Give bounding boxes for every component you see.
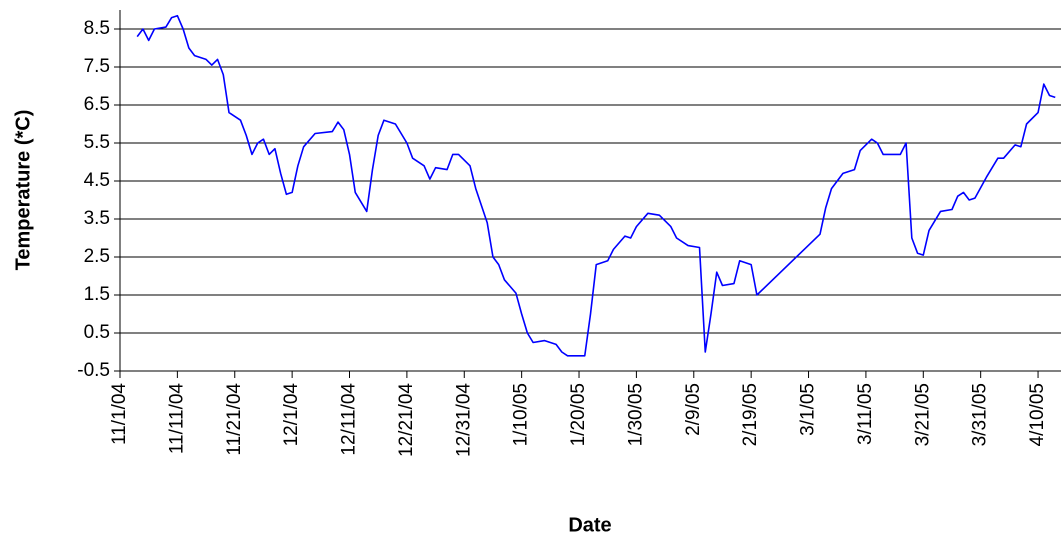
y-axis-title: Temperature (*C) [12, 110, 34, 271]
x-tick-label: 3/1/05 [798, 383, 819, 436]
x-tick-label: 3/31/05 [970, 383, 991, 446]
x-tick-label: 11/21/04 [224, 383, 245, 456]
y-tick-label: 2.5 [84, 246, 110, 267]
x-tick-label: 12/21/04 [396, 383, 417, 457]
x-tick-label: 12/31/04 [453, 383, 474, 457]
x-tick-label: 11/11/04 [166, 383, 187, 455]
temperature-line [136, 14, 1056, 357]
x-tick-label: 11/1/04 [109, 383, 130, 445]
y-tick-label: 5.5 [84, 132, 110, 153]
y-tick-label: 4.5 [84, 170, 110, 191]
x-tick-label: 12/1/04 [281, 383, 302, 447]
x-tick-label: 2/19/05 [740, 383, 761, 446]
y-tick-label: 7.5 [84, 56, 110, 77]
x-tick-label: 2/9/05 [683, 383, 704, 436]
y-tick-label: 0.5 [84, 322, 110, 343]
y-tick-label: 3.5 [84, 208, 110, 229]
x-tick-label: 12/11/04 [339, 383, 360, 456]
x-tick-label: 1/10/05 [511, 383, 532, 446]
y-tick-label: -0.5 [77, 360, 110, 381]
x-tick-label: 1/20/05 [568, 383, 589, 446]
y-tick-label: 6.5 [84, 94, 110, 115]
x-tick-label: 3/11/05 [855, 383, 876, 445]
y-tick-label: 1.5 [84, 284, 110, 305]
x-tick-label: 3/21/05 [912, 383, 933, 446]
x-tick-label: 1/30/05 [625, 383, 646, 446]
y-tick-label: 8.5 [84, 18, 110, 39]
x-axis-title: Date [568, 514, 611, 536]
x-tick-label: 4/10/05 [1027, 383, 1048, 446]
